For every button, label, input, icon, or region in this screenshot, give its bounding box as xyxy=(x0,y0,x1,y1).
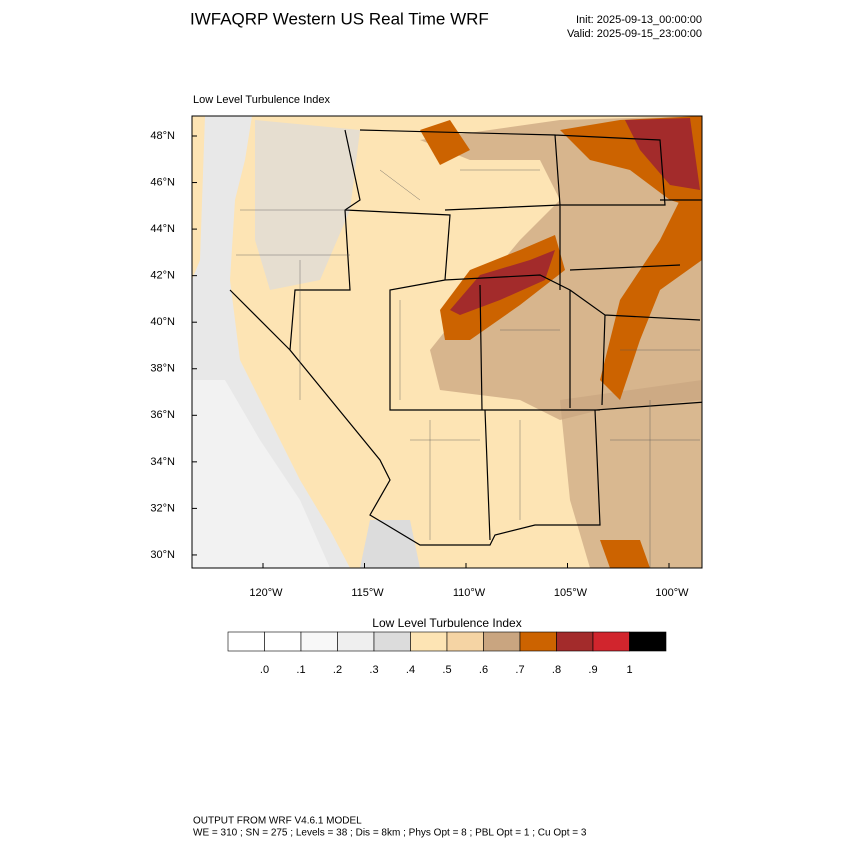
colorbar-box xyxy=(483,631,521,652)
colorbar-box xyxy=(264,631,302,652)
colorbar-box xyxy=(227,631,265,652)
lat-label: 40°N xyxy=(150,316,175,328)
lat-label: 44°N xyxy=(150,223,175,235)
valid-time: Valid: 2025-09-15_23:00:00 xyxy=(567,28,702,40)
colorbar-box xyxy=(337,631,375,652)
colorbar-tick-label: .2 xyxy=(333,664,342,676)
colorbar-box xyxy=(410,631,448,652)
colorbar-box xyxy=(373,631,411,652)
colorbar-box xyxy=(300,631,338,652)
lat-label: 34°N xyxy=(150,456,175,468)
colorbar: Low Level Turbulence Index xyxy=(372,616,521,630)
init-time: Init: 2025-09-13_00:00:00 xyxy=(576,14,702,26)
lat-label: 38°N xyxy=(150,363,175,375)
title: IWFAQRP Western US Real Time WRF xyxy=(190,9,489,28)
colorbar-tick-label: .8 xyxy=(552,664,561,676)
colorbar-box xyxy=(446,631,484,652)
lon-label: 105°W xyxy=(554,587,588,599)
colorbar-tick-label: .7 xyxy=(515,664,524,676)
colorbar-tick-label: 1 xyxy=(626,664,632,676)
lon-label: 110°W xyxy=(453,587,486,599)
colorbar-tick-label: .1 xyxy=(296,664,305,676)
lat-label: 36°N xyxy=(150,409,175,421)
lat-label: 42°N xyxy=(150,270,175,282)
colorbar-tick-label: .0 xyxy=(260,664,269,676)
lon-label: 120°W xyxy=(249,587,283,599)
lat-label: 48°N xyxy=(150,130,175,142)
footer-line: OUTPUT FROM WRF V4.6.1 MODEL xyxy=(193,816,362,827)
map xyxy=(191,115,703,569)
colorbar-tick-label: .4 xyxy=(406,664,415,676)
lon-label: 115°W xyxy=(351,587,384,599)
colorbar-box xyxy=(629,631,667,652)
map-subtitle: Low Level Turbulence Index xyxy=(193,94,330,106)
colorbar-box xyxy=(556,631,594,652)
colorbar-box xyxy=(592,631,630,652)
colorbar-tick-label: .9 xyxy=(588,664,597,676)
colorbar-tick-label: .5 xyxy=(442,664,451,676)
lat-label: 46°N xyxy=(150,176,175,188)
colorbar-box xyxy=(519,631,557,652)
footer-line: WE = 310 ; SN = 275 ; Levels = 38 ; Dis … xyxy=(193,828,587,839)
lat-label: 32°N xyxy=(150,502,175,514)
colorbar-title: Low Level Turbulence Index xyxy=(372,616,521,630)
colorbar-tick-label: .3 xyxy=(369,664,378,676)
lon-label: 100°W xyxy=(655,587,689,599)
lat-label: 30°N xyxy=(150,549,175,561)
colorbar-tick-label: .6 xyxy=(479,664,488,676)
